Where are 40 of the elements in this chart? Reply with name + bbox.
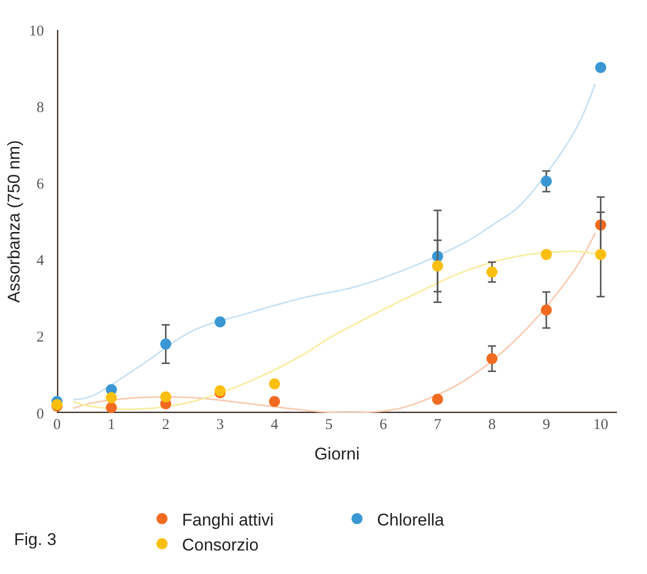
point [486,353,498,364]
x-tick-label: 7 [434,417,442,433]
point [160,391,172,402]
point [106,392,117,404]
y-tick-label: 0 [36,406,44,422]
point [486,266,498,278]
line-series [72,82,596,400]
x-tick-label: 6 [379,417,388,433]
y-tick-label: 10 [29,23,44,40]
point [268,396,280,408]
point [214,316,226,328]
point [432,394,444,405]
legend-label: Chlorella [377,510,445,530]
x-tick-label: 0 [53,417,61,433]
y-tick-label: 6 [36,176,44,192]
x-axis-title: Giorni [314,444,360,464]
point [540,304,552,316]
x-tick-label: 5 [325,417,333,433]
x-tick-label: 10 [593,417,608,433]
x-tick-label: 1 [108,417,116,433]
point [540,248,552,260]
x-tick-label: 8 [488,417,496,433]
point [160,338,172,350]
y-tick-label: 2 [36,330,44,346]
x-tick-label: 4 [270,417,279,433]
point [595,62,606,74]
legend-label: Fanghi attivi [182,510,274,530]
y-tick-label: 8 [36,100,44,116]
y-tick-label: 4 [36,253,44,270]
x-tick-label: 3 [216,417,224,433]
point [432,260,444,272]
point [106,402,117,414]
point [595,248,606,260]
x-tick-label: 9 [542,417,550,433]
point [268,378,280,390]
legend-label: Consorzio [182,535,259,554]
point [540,176,552,187]
x-tick-label: 2 [162,417,170,433]
caption: Fig. 3 [14,530,57,549]
y-axis-title: Assorbanza (750 nm) [4,140,24,303]
